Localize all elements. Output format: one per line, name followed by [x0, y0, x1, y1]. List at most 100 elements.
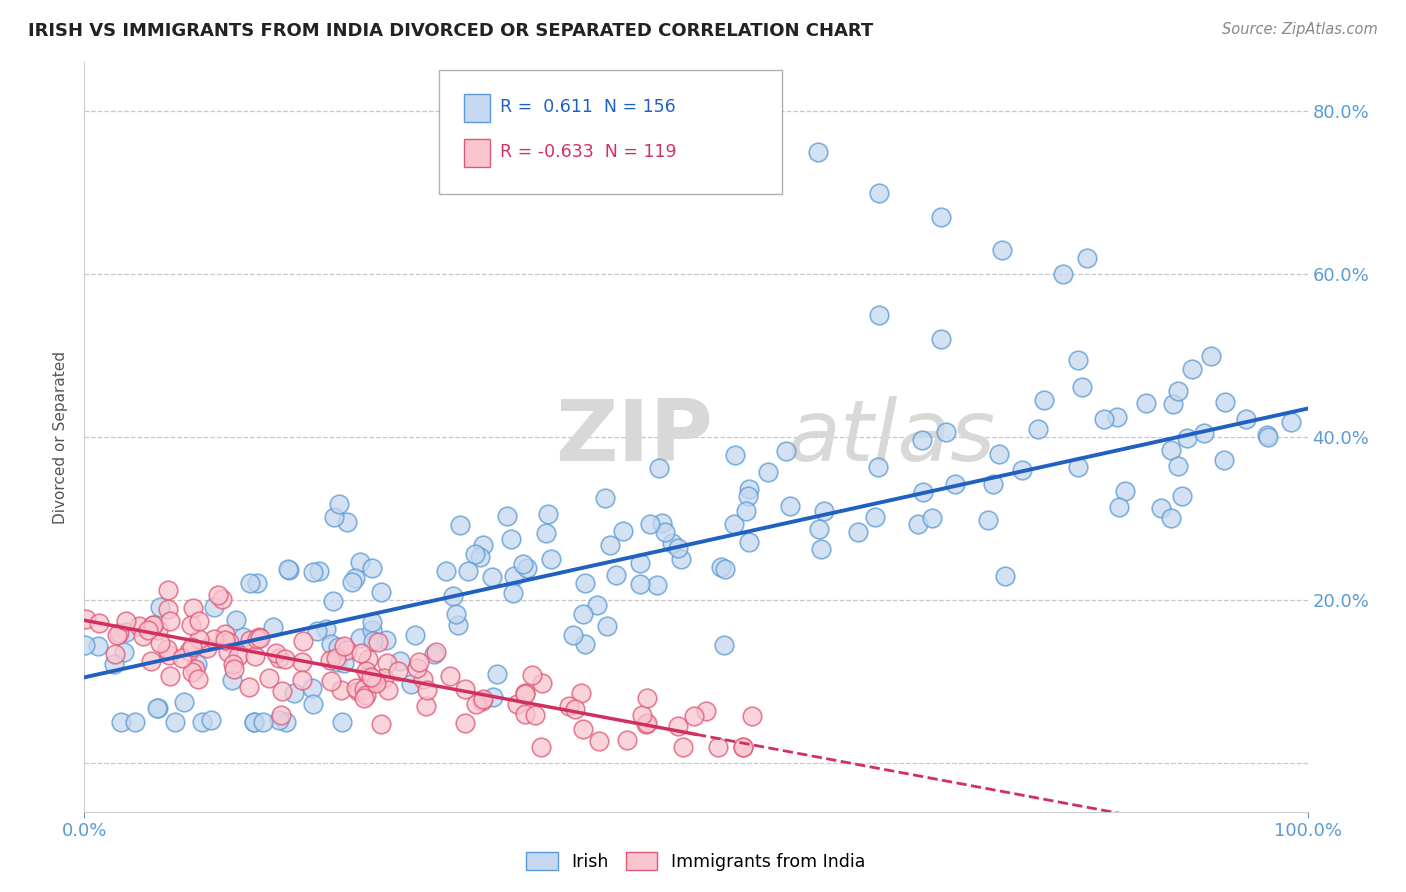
Point: [347, 684, 370, 698]
Point: [991, 243, 1014, 257]
Point: [648, 461, 671, 475]
Point: [666, 719, 689, 733]
Point: [104, 648, 127, 662]
Point: [1071, 380, 1094, 394]
Point: [221, 657, 243, 671]
Point: [457, 564, 479, 578]
Point: [373, 671, 395, 685]
Point: [246, 576, 269, 591]
Point: [731, 739, 754, 754]
Point: [454, 682, 477, 697]
Point: [232, 631, 254, 645]
Point: [226, 648, 249, 663]
Point: [515, 687, 537, 701]
Point: [561, 628, 583, 642]
Point: [1167, 459, 1189, 474]
Point: [636, 690, 658, 705]
Point: [441, 589, 464, 603]
Point: [1236, 411, 1258, 425]
Point: [146, 701, 169, 715]
Point: [103, 657, 125, 672]
Point: [183, 601, 205, 615]
Point: [530, 739, 553, 754]
Point: [737, 535, 759, 549]
Point: [471, 538, 494, 552]
Point: [640, 517, 662, 532]
Point: [200, 714, 222, 728]
Point: [322, 509, 344, 524]
Point: [336, 643, 359, 657]
Point: [115, 624, 138, 639]
Point: [173, 695, 195, 709]
Point: [191, 715, 214, 730]
Point: [734, 503, 756, 517]
Point: [375, 656, 398, 670]
Point: [530, 675, 553, 690]
Text: IRISH VS IMMIGRANTS FROM INDIA DIVORCED OR SEPARATED CORRELATION CHART: IRISH VS IMMIGRANTS FROM INDIA DIVORCED …: [28, 22, 873, 40]
Point: [326, 640, 349, 654]
Text: ZIP: ZIP: [555, 395, 713, 479]
Point: [464, 547, 486, 561]
Point: [333, 639, 356, 653]
Point: [399, 677, 422, 691]
Point: [447, 618, 470, 632]
Point: [1163, 397, 1185, 411]
Point: [505, 697, 527, 711]
Point: [574, 576, 596, 591]
Point: [404, 628, 426, 642]
Point: [470, 550, 492, 565]
Point: [325, 651, 347, 665]
Point: [536, 507, 558, 521]
Point: [756, 465, 779, 479]
Point: [274, 714, 297, 729]
Point: [283, 686, 305, 700]
Point: [202, 632, 225, 647]
Point: [340, 575, 363, 590]
Point: [145, 700, 167, 714]
Point: [214, 627, 236, 641]
Point: [315, 622, 337, 636]
Point: [319, 653, 342, 667]
Point: [1067, 352, 1090, 367]
Point: [364, 674, 387, 689]
Point: [328, 497, 350, 511]
Point: [1181, 361, 1204, 376]
Point: [813, 504, 835, 518]
Point: [921, 511, 943, 525]
Point: [269, 651, 291, 665]
Point: [710, 560, 733, 574]
Point: [671, 551, 693, 566]
Point: [149, 636, 172, 650]
Point: [177, 644, 200, 658]
Point: [225, 614, 247, 628]
Point: [243, 648, 266, 663]
Point: [408, 656, 430, 670]
Point: [308, 565, 330, 579]
Point: [943, 476, 966, 491]
Point: [869, 308, 891, 322]
Point: [301, 681, 323, 696]
Point: [247, 630, 270, 644]
Point: [666, 541, 689, 555]
Point: [246, 632, 269, 647]
Point: [238, 680, 260, 694]
Point: [935, 425, 957, 440]
Point: [863, 509, 886, 524]
Point: [333, 656, 356, 670]
Point: [416, 682, 439, 697]
Point: [808, 522, 831, 536]
Point: [132, 629, 155, 643]
Point: [291, 655, 314, 669]
Point: [1052, 267, 1074, 281]
Point: [1150, 500, 1173, 515]
Point: [569, 686, 592, 700]
Point: [330, 683, 353, 698]
Point: [361, 615, 384, 629]
Point: [271, 684, 294, 698]
FancyBboxPatch shape: [439, 70, 782, 194]
Point: [731, 739, 754, 754]
Point: [422, 647, 444, 661]
Point: [869, 186, 891, 200]
Point: [1192, 425, 1215, 440]
Point: [714, 562, 737, 576]
